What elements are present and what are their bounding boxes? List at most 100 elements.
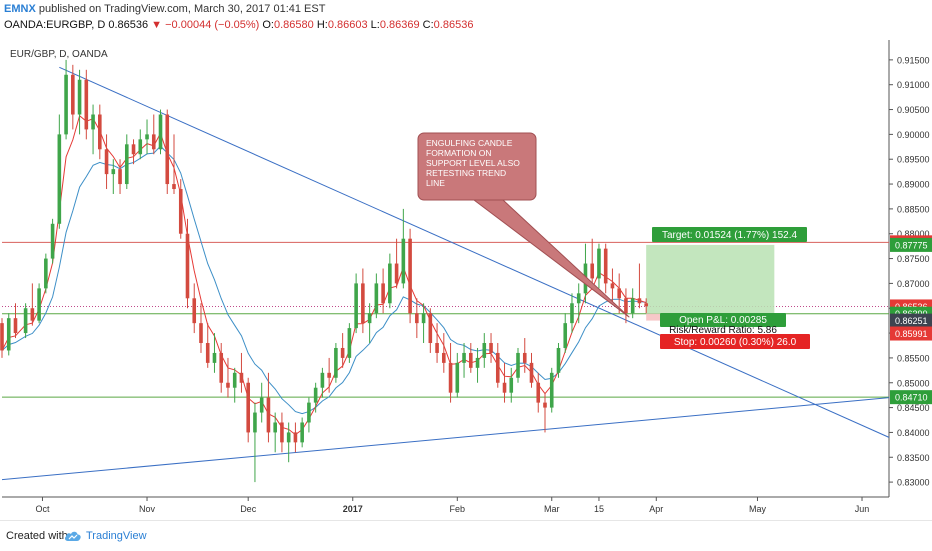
x-tick-label: Jun [855,504,870,514]
candle-body [354,283,358,329]
candle-body [138,139,143,155]
candle-body [219,352,224,383]
open-pl-label-bg [660,313,786,327]
price-change: −0.00044 (−0.05%) [165,19,260,31]
candle-body [468,352,473,368]
candle-body [347,328,352,358]
candle-body [111,169,116,175]
author-link[interactable]: EMNX [4,3,36,15]
tradingview-link[interactable]: TradingView [86,530,147,542]
candle-body [630,298,635,314]
y-tick-label: 0.90500 [897,105,930,115]
candle-body [158,114,163,150]
descending-trend-line [59,66,890,438]
candle-body [266,397,271,433]
callout-text: RETESTING TREND [426,168,506,178]
y-tick-label: 0.84000 [897,428,930,438]
candle-body [84,79,89,130]
callout-text: LINE [426,178,445,188]
high-value: 0.86603 [327,19,368,31]
candle-body [367,313,372,324]
candle-body [151,134,156,150]
candle-body [124,144,129,185]
candle-body [293,432,298,443]
y-tick-label: 0.90000 [897,130,930,140]
candle-body [98,114,102,150]
candle-body [442,352,446,363]
callout-text: ENGULFING CANDLE [426,138,513,148]
candle-body [273,422,277,433]
target-price-label: 0.87775 [895,240,928,250]
x-tick-label: Nov [139,504,156,514]
candle-body [185,233,190,299]
candle-body [462,352,466,363]
candle-body [556,347,561,373]
candle-body [374,283,379,314]
candle-body [239,372,244,383]
candle-body [232,372,237,388]
target-price-label-bg [890,237,932,252]
tradingview-cloud-icon [64,531,81,541]
candle-body [509,377,514,393]
ohlc-line: OANDA:EURGBP, D 0.86536 ▼ −0.00044 (−0.0… [4,19,473,31]
risk-reward-label: Risk/Reward Ratio: 5.86 [669,325,777,336]
candle-body [307,402,311,423]
candle-body [145,134,149,140]
candle-body [253,412,257,433]
candle-body [381,283,385,304]
candle-body [522,352,527,363]
candle-body [644,303,648,307]
candle-body [165,114,170,185]
callout-text: FORMATION ON [426,148,491,158]
y-tick-label: 0.88500 [897,204,930,214]
candle-body [495,352,500,383]
candle-body [131,144,136,155]
candlestick-chart[interactable]: 0.91500 0.91000 0.90500 0.90000 0.89500 0.890… [0,36,932,520]
candle-body [340,347,345,358]
candle-body [334,347,338,378]
x-tick-label: 2017 [343,504,363,514]
candle-body [536,382,541,403]
candle-body [104,149,109,175]
y-tick-label: 0.84500 [897,403,930,413]
candle-body [482,343,487,358]
candle-body [246,382,251,433]
candle-body [118,169,122,185]
x-tick-label: Apr [649,504,663,514]
candle-body [448,362,453,393]
y-tick-label: 0.88000 [897,229,930,239]
candle-body [0,323,4,351]
symbol-label: OANDA:EURGBP, D [4,19,106,31]
close-label: C: [422,19,434,31]
open-pl-label: Open P&L: 0.00285 [679,315,767,326]
candle-body [475,357,480,368]
candle-body [576,293,581,304]
candle-body [6,318,11,351]
stop-price-label-bg [890,313,932,328]
low-label: L: [370,19,380,31]
low-support-price-label: 0.84710 [895,393,928,403]
target-zone [646,244,775,314]
low-support-price-label-bg [890,390,932,405]
candle-body [280,422,284,443]
publish-info: published on TradingView.com, March 30, … [38,3,326,15]
candle-body [37,288,41,321]
candle-body [50,223,55,259]
candle-body [516,352,520,378]
candle-body [91,114,95,130]
stop-price-label: 0.86251 [895,316,928,326]
y-tick-label: 0.89500 [897,155,930,165]
candle-body [529,362,534,383]
candle-body [590,263,595,279]
candle-body [610,283,615,289]
candle-body [192,298,197,324]
y-tick-label: 0.91000 [897,80,930,90]
candle-body [327,372,331,378]
candle-body [455,362,460,393]
candle-body [23,308,28,334]
x-tick-label: Feb [450,504,466,514]
slow-moving-average [1,145,647,415]
candle-body [286,432,291,443]
open-value: 0.86580 [274,19,314,31]
callout-box [417,132,537,201]
